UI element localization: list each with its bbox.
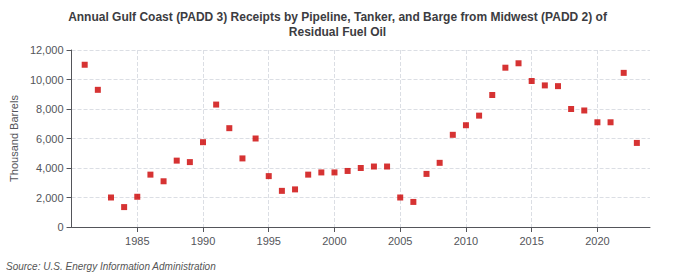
svg-text:2020: 2020 bbox=[585, 235, 609, 247]
svg-text:2,000: 2,000 bbox=[36, 192, 64, 204]
svg-text:Source: U.S. Energy Informatio: Source: U.S. Energy Information Administ… bbox=[6, 261, 216, 272]
svg-text:Residual Fuel Oil: Residual Fuel Oil bbox=[289, 25, 386, 39]
svg-text:1995: 1995 bbox=[257, 235, 281, 247]
svg-text:2000: 2000 bbox=[322, 235, 346, 247]
svg-text:2015: 2015 bbox=[519, 235, 543, 247]
svg-text:2005: 2005 bbox=[388, 235, 412, 247]
svg-text:Thousand Barrels: Thousand Barrels bbox=[8, 95, 20, 182]
svg-text:Annual Gulf Coast (PADD 3) Rec: Annual Gulf Coast (PADD 3) Receipts by P… bbox=[68, 10, 608, 24]
svg-text:10,000: 10,000 bbox=[30, 74, 64, 86]
svg-text:12,000: 12,000 bbox=[30, 44, 64, 56]
svg-text:8,000: 8,000 bbox=[36, 103, 64, 115]
svg-text:1985: 1985 bbox=[125, 235, 149, 247]
svg-text:1990: 1990 bbox=[191, 235, 215, 247]
svg-text:4,000: 4,000 bbox=[36, 162, 64, 174]
svg-text:6,000: 6,000 bbox=[36, 133, 64, 145]
svg-text:2010: 2010 bbox=[454, 235, 478, 247]
svg-text:0: 0 bbox=[57, 221, 63, 233]
